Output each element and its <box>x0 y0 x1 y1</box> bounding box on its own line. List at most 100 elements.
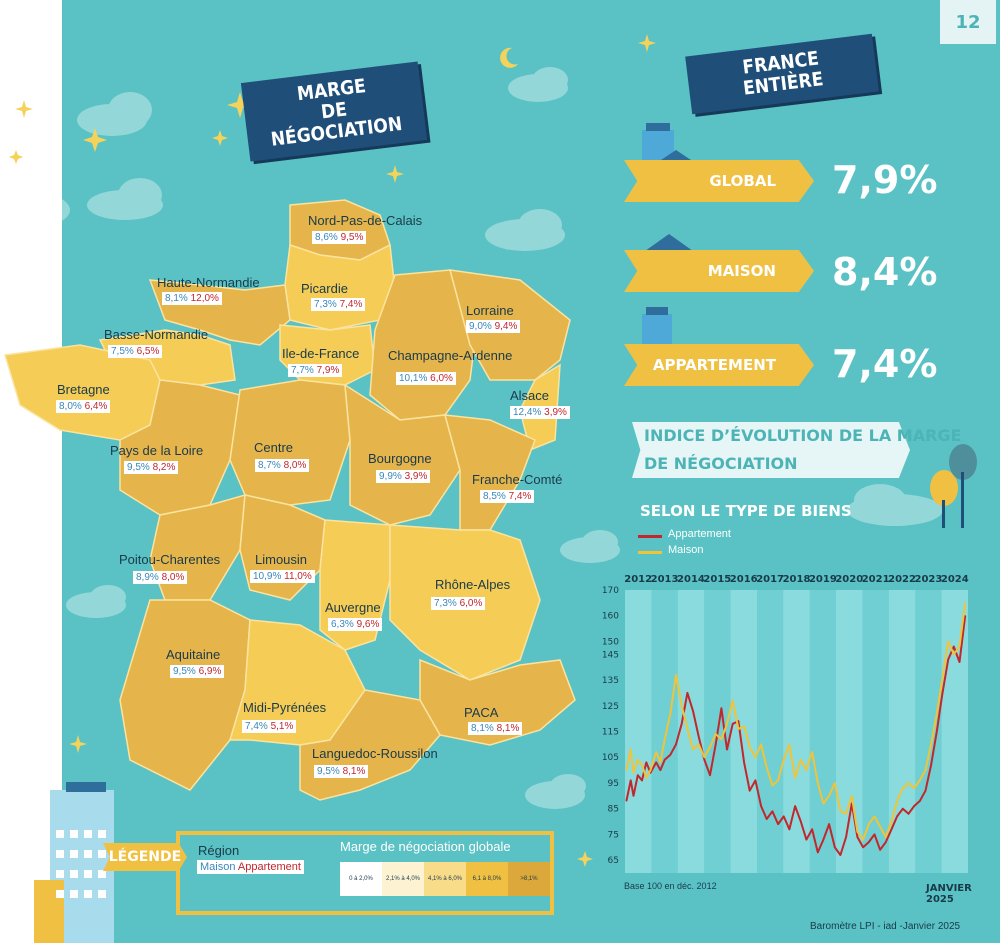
region-appartement-value: 8,1% <box>342 766 366 777</box>
chart-point <box>645 777 647 779</box>
chart-point <box>913 787 915 789</box>
chart-year-band <box>836 590 863 873</box>
region-name: Franche-Comté <box>472 472 563 487</box>
region-name: Rhône-Alpes <box>435 577 511 592</box>
chart-base-note: Base 100 en déc. 2012 <box>624 881 717 891</box>
region-appartement-value: 6,9% <box>198 666 222 677</box>
region-appartement-value: 9,5% <box>340 232 364 243</box>
kpi-maison-label: MAISON <box>624 250 814 292</box>
chart-point <box>868 841 870 843</box>
chart-point <box>822 802 825 805</box>
chart-point <box>664 759 666 761</box>
chart-point <box>726 723 728 725</box>
region-appartement-value: 9,4% <box>494 321 518 332</box>
chart-point <box>760 743 762 745</box>
chart-point <box>953 653 955 655</box>
region-name: Picardie <box>301 281 348 296</box>
region-values: 9,5% 6,9% <box>170 665 225 678</box>
region-maison-value: 7,7% <box>291 365 314 376</box>
region-values: 8,1% 8,1% <box>468 722 523 735</box>
chart-point <box>839 810 842 812</box>
clouds <box>0 67 943 809</box>
region-name: Centre <box>254 440 294 455</box>
region-name: PACA <box>464 705 499 720</box>
chart-point <box>692 748 694 751</box>
kpi-appartement-value: 7,4% <box>832 342 938 386</box>
chart-point <box>788 828 791 830</box>
region-values: 8,9% 8,0% <box>133 571 188 584</box>
chart-y-tick-label: 145 <box>602 650 619 660</box>
chart-point <box>936 712 938 715</box>
chart-point <box>862 846 864 848</box>
chart-y-tick-label: 170 <box>602 586 619 596</box>
chart-point <box>879 849 881 851</box>
chart-point <box>692 710 694 712</box>
chart-point <box>766 818 768 820</box>
chart-point <box>686 728 688 730</box>
kpi-global-label: GLOBAL <box>624 160 814 202</box>
chart-point <box>964 602 966 604</box>
chart-point <box>783 759 785 761</box>
chart-point <box>907 782 910 784</box>
chart-point <box>873 833 876 836</box>
chart-point <box>800 820 802 823</box>
region-maison-value: 7,4% <box>245 721 268 732</box>
chart-point <box>715 733 717 735</box>
region-values: 6,3% 9,6% <box>328 618 383 631</box>
chart-point <box>896 815 898 817</box>
region-values: 10,1% 6,0% <box>396 372 456 385</box>
chart-point <box>947 658 949 661</box>
chart-point <box>845 813 847 815</box>
region-appartement-value: 7,9% <box>316 365 340 376</box>
region-appartement-value: 11,0% <box>284 571 312 582</box>
chart-point <box>669 712 671 715</box>
chart-point <box>732 700 734 702</box>
chart-point <box>868 823 870 825</box>
chart-point <box>737 720 739 722</box>
region-values: 8,0% 6,4% <box>56 400 111 413</box>
legend-scale-cell: 4,1% à 6,0% <box>424 862 466 896</box>
chart-point <box>675 674 677 676</box>
chart-point <box>958 646 961 648</box>
chart-point <box>805 838 808 841</box>
region-appartement-value: 5,1% <box>270 721 294 732</box>
region-name: Haute-Normandie <box>157 275 260 290</box>
chart-point <box>856 831 859 833</box>
chart-point <box>637 774 639 776</box>
chart-point <box>669 754 671 756</box>
chart-point <box>641 779 643 781</box>
chart-x-tick-label: 2016 <box>730 574 758 585</box>
chart-point <box>720 738 722 740</box>
chart-point <box>817 782 819 784</box>
region-maison-value: 7,5% <box>111 346 134 357</box>
chart-point <box>834 846 836 848</box>
stars <box>9 34 656 867</box>
region-values: 7,5% 6,5% <box>108 345 163 358</box>
chart-point <box>749 790 751 792</box>
chart-point <box>924 769 927 771</box>
region-values: 7,7% 7,9% <box>288 364 343 377</box>
chart-point <box>811 751 813 753</box>
region-maison-value: 8,5% <box>483 491 506 502</box>
kpi-appartement-label: APPARTEMENT <box>624 344 814 386</box>
chart-point <box>885 836 887 838</box>
chart-point <box>632 772 635 774</box>
chart-year-band <box>677 590 705 873</box>
chart-point <box>754 779 756 781</box>
chart-year-band <box>888 590 916 873</box>
chart-point <box>828 823 830 825</box>
region-name: Bourgogne <box>368 451 432 466</box>
legend-scale-label: >8,1% <box>520 876 538 882</box>
chart-point <box>896 800 898 802</box>
region-name: Poitou-Charentes <box>119 552 221 567</box>
region-maison-value: 9,5% <box>173 666 196 677</box>
region-maison-value: 8,1% <box>165 293 188 304</box>
chart-point <box>873 815 876 817</box>
chart-point <box>703 759 705 761</box>
region-name: Ile-de-France <box>282 346 360 361</box>
chart-point <box>890 820 893 823</box>
region-values: 8,5% 7,4% <box>480 490 535 503</box>
chart-x-tick-label: 2023 <box>915 574 943 585</box>
legend-scale-cell: >8,1% <box>508 862 550 896</box>
